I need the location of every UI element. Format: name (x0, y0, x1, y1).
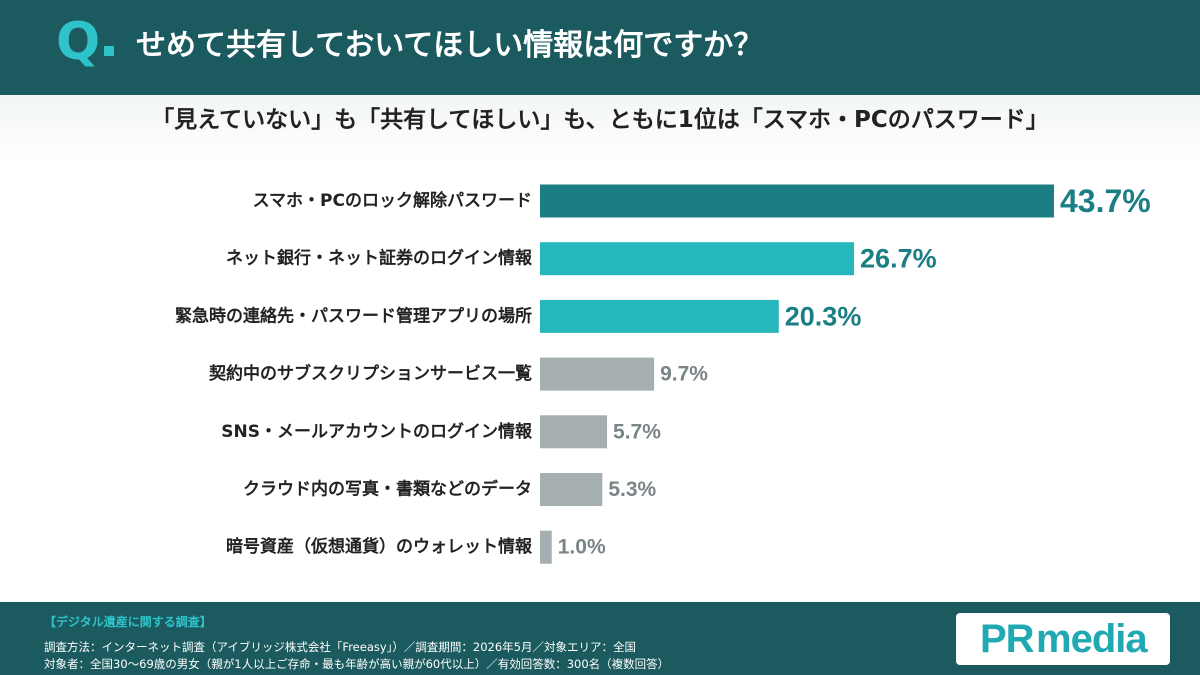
survey-heading: 【デジタル遺産に関する調査】 (44, 615, 212, 629)
logo-media-text: media (1036, 617, 1148, 661)
bar-2 (540, 242, 855, 276)
value-label-3: 20.3% (785, 301, 862, 331)
value-label-1: 43.7% (1060, 183, 1151, 219)
value-label-7: 1.0% (558, 536, 606, 559)
question-mark-q: Q (56, 12, 101, 72)
bar-5 (540, 415, 608, 449)
chart-subtitle: 「見えていない」も「共有してほしい」も、ともに1位は「スマホ・PCのパスワード」 (151, 107, 1049, 133)
bar-4 (540, 357, 655, 391)
category-label-2: ネット銀行・ネット証券のログイン情報 (226, 248, 533, 269)
chart-panel (0, 95, 1200, 602)
pr-media-logo (956, 613, 1170, 665)
header-bar (0, 0, 1200, 95)
category-label-6: クラウド内の写真・書類などのデータ (243, 479, 532, 500)
logo-pr-text: PR (980, 617, 1035, 661)
category-label-7: 暗号資産（仮想通貨）のウォレット情報 (226, 536, 533, 557)
q-dot-icon (104, 46, 114, 56)
survey-method: 調査方法：インターネット調査（アイブリッジ株式会社「Freeasy」）／調査期間… (44, 640, 637, 654)
value-label-5: 5.7% (613, 420, 661, 443)
bar-3 (540, 299, 779, 333)
bar-1 (540, 184, 1054, 218)
category-label-5: SNS・メールアカウントのログイン情報 (221, 421, 533, 442)
bar-chart: スマホ・PCのロック解除パスワード 43.7% ネット銀行・ネット証券のログイン情報… (175, 183, 1151, 564)
category-label-4: 契約中のサブスクリプションサービス一覧 (208, 363, 532, 384)
bar-6 (540, 473, 603, 506)
category-label-1: スマホ・PCのロック解除パスワード (253, 190, 532, 211)
value-label-6: 5.3% (608, 478, 656, 501)
question-title: せめて共有しておいてほしい情報は何ですか？ (136, 28, 764, 63)
value-label-2: 26.7% (860, 244, 937, 274)
category-label-3: 緊急時の連絡先・パスワード管理アプリの場所 (175, 305, 532, 326)
value-label-4: 9.7% (660, 363, 708, 386)
survey-target: 対象者：全国30〜69歳の男女（親が1人以上ご存命・最も年齢が高い親が60代以上… (44, 657, 670, 671)
bar-7 (540, 530, 552, 564)
